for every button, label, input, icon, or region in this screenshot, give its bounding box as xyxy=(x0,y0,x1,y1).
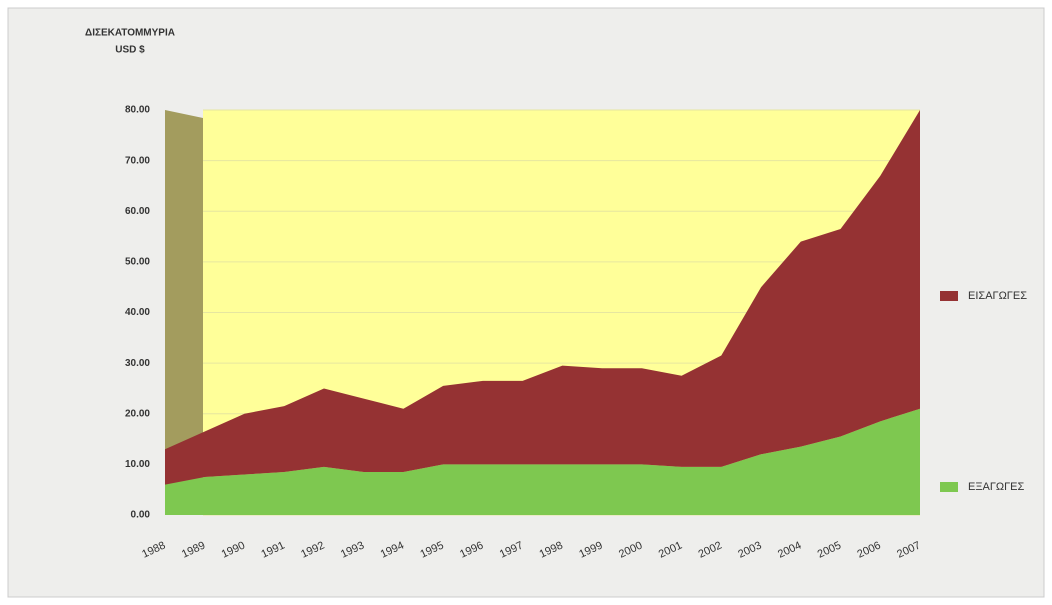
side-wall xyxy=(165,110,203,515)
y-tick-label: 10.00 xyxy=(125,459,150,470)
area xyxy=(165,408,920,515)
area xyxy=(165,110,920,485)
y-axis-title: ΔΙΣΕΚΑΤΟΜΜΥΡΙΑ xyxy=(85,28,175,39)
y-tick-label: 80.00 xyxy=(125,105,150,116)
y-tick-label: 0.00 xyxy=(131,510,151,521)
legend-label: ΕΞΑΓΩΓΕΣ xyxy=(968,481,1025,493)
y-axis-title: USD $ xyxy=(115,45,145,56)
legend-label: ΕΙΣΑΓΩΓΕΣ xyxy=(968,290,1027,302)
y-tick-label: 30.00 xyxy=(125,358,150,369)
y-tick-label: 60.00 xyxy=(125,206,150,217)
y-tick-label: 40.00 xyxy=(125,307,150,318)
legend-swatch xyxy=(940,482,958,492)
legend-swatch xyxy=(940,291,958,301)
y-tick-label: 20.00 xyxy=(125,408,150,419)
y-tick-label: 70.00 xyxy=(125,155,150,166)
y-tick-label: 50.00 xyxy=(125,257,150,268)
